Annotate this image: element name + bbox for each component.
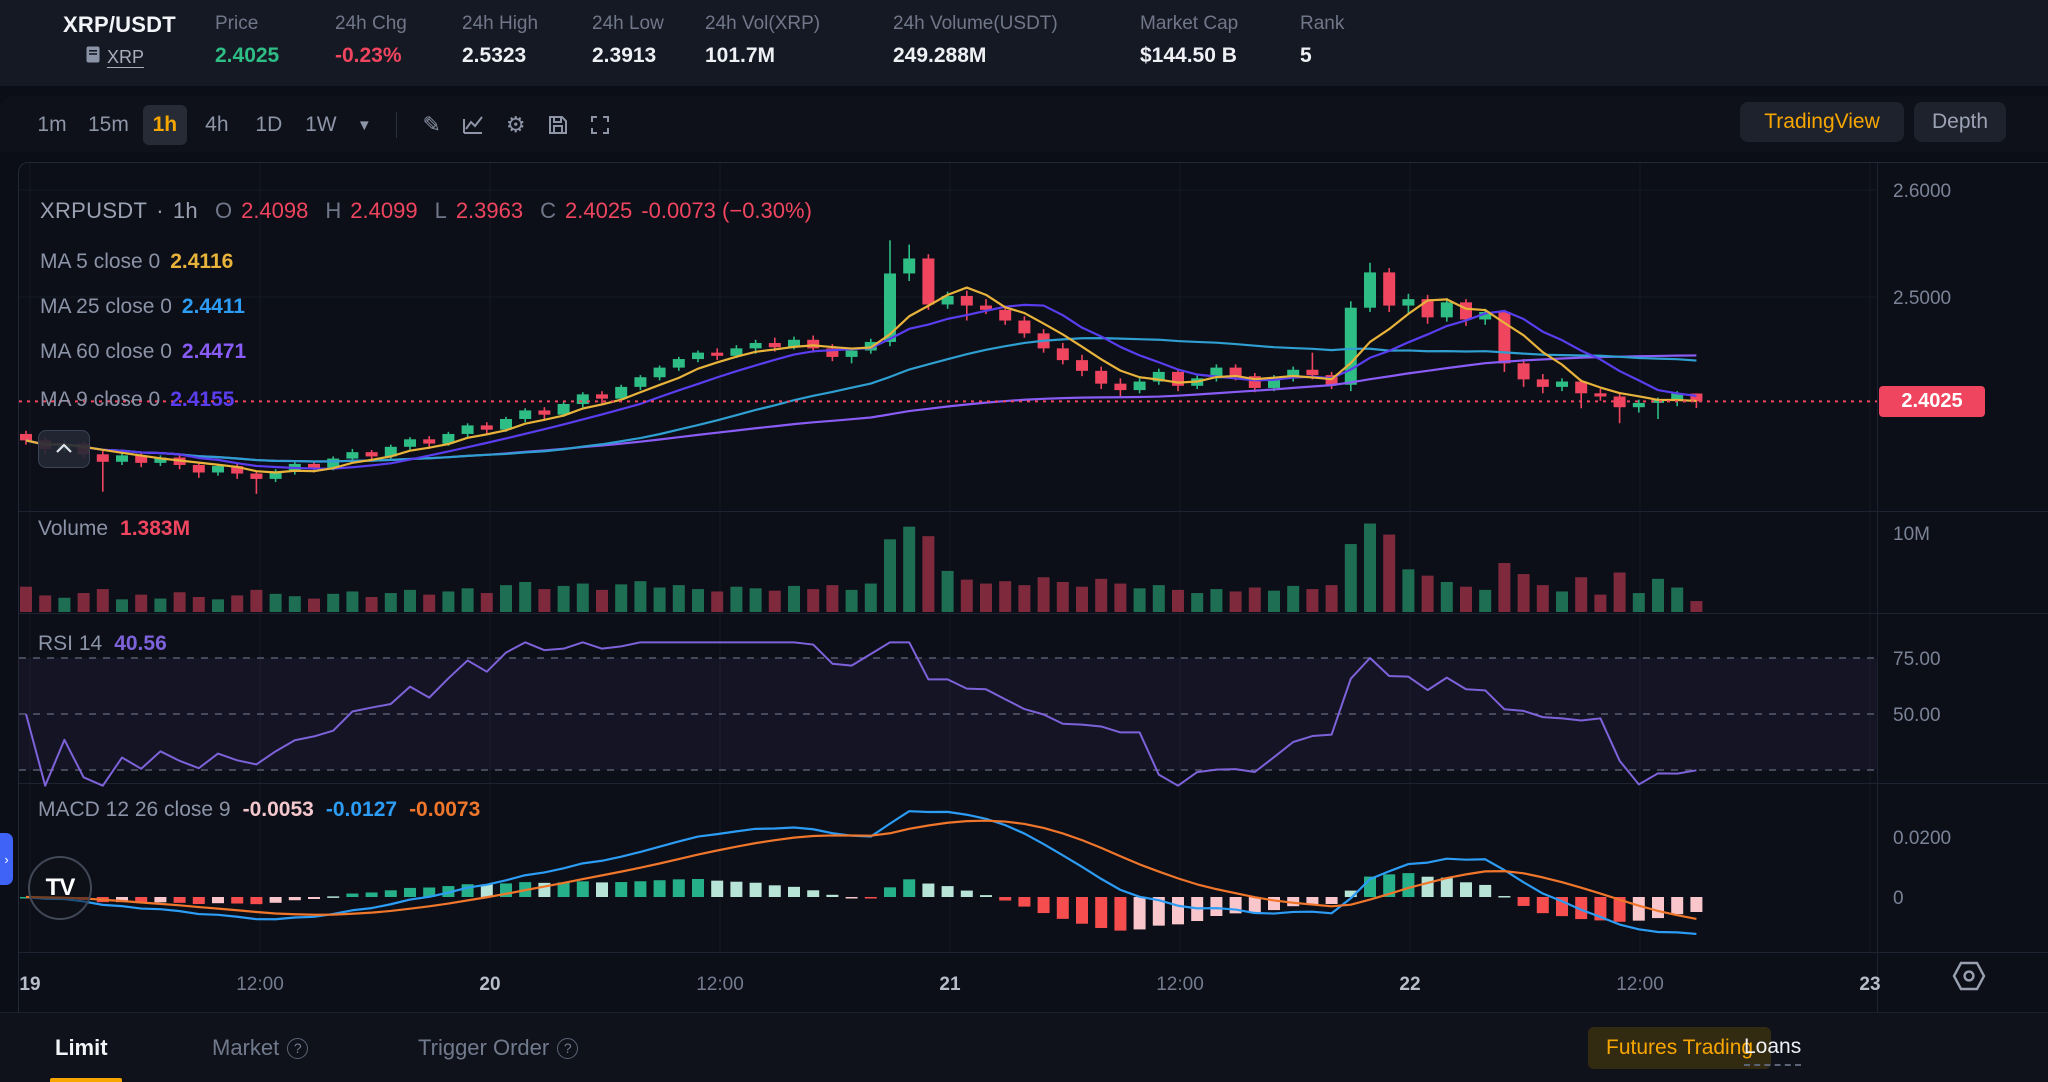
stat-label: 24h Chg: [335, 13, 407, 34]
last-price-badge: 2.4025: [1879, 386, 1985, 417]
active-tab-indicator: [50, 1078, 122, 1082]
timeframe-1d[interactable]: 1D: [255, 113, 283, 136]
stat-24h-high: 24h High 2.5323: [462, 13, 538, 68]
stat-value: 249.288M: [893, 44, 987, 67]
stat-label: 24h Volume(USDT): [893, 13, 1058, 34]
change-value: -0.0073 (−0.30%): [641, 198, 812, 223]
stat-value: 101.7M: [705, 44, 776, 67]
tradingview-button[interactable]: TradingView: [1740, 102, 1904, 142]
help-icon[interactable]: ?: [287, 1037, 309, 1059]
chart-interval: 1h: [172, 198, 198, 223]
stat-value: $144.50 B: [1140, 44, 1237, 67]
order-type-bar: Limit Market? Trigger Order? Futures Tra…: [0, 1012, 2048, 1082]
loans-link[interactable]: Loans: [1744, 1035, 1802, 1066]
stat-label: 24h Low: [592, 13, 664, 34]
collapse-chart-button[interactable]: [38, 430, 90, 468]
stat-24h-vol-xrp: 24h Vol(XRP) 101.7M: [705, 13, 820, 68]
rsi-row: RSI 14 40.56: [38, 632, 167, 655]
toolbar-divider: [395, 112, 397, 138]
stat-24h-chg: 24h Chg -0.23%: [335, 13, 407, 68]
stat-value: 5: [1300, 44, 1312, 67]
document-icon: [85, 45, 101, 69]
indicator-icon[interactable]: [457, 108, 491, 142]
stat-rank: Rank 5: [1300, 13, 1344, 68]
stat-label: 24h Vol(XRP): [705, 13, 821, 34]
fullscreen-icon[interactable]: [583, 108, 617, 142]
stat-value: 2.3913: [592, 44, 657, 67]
chevron-down-icon[interactable]: ▼: [356, 116, 372, 134]
stat-value: 2.4025: [215, 44, 280, 67]
tab-trigger-order[interactable]: Trigger Order?: [418, 1035, 579, 1061]
expand-sidebar-tab[interactable]: ›: [0, 833, 13, 885]
symbol-block: XRP/USDT XRP: [63, 12, 176, 69]
coin-info-link[interactable]: XRP: [107, 46, 145, 67]
chevron-right-icon: ›: [4, 851, 9, 867]
tab-limit[interactable]: Limit: [55, 1035, 108, 1060]
stat-value: 2.5323: [462, 44, 527, 67]
volume-row: Volume 1.383M: [38, 517, 191, 540]
save-icon[interactable]: [541, 108, 575, 142]
high-value: 2.4099: [350, 198, 418, 223]
ma5-row: MA 5 close 0 2.4116: [40, 250, 234, 273]
depth-button[interactable]: Depth: [1914, 102, 2006, 142]
stat-24h-low: 24h Low 2.3913: [592, 13, 664, 68]
chart-toolbar: 1m 15m 1h 4h 1D 1W ▼ ✎ ⚙ TradingView Dep…: [0, 96, 2048, 152]
tab-market[interactable]: Market?: [212, 1035, 309, 1061]
timeframe-15m[interactable]: 15m: [88, 113, 129, 136]
ma25-row: MA 25 close 0 2.4411: [40, 295, 245, 318]
close-value: 2.4025: [565, 198, 633, 223]
stat-label: 24h High: [462, 13, 539, 34]
ma60-row: MA 60 close 0 2.4471: [40, 340, 247, 363]
stat-label: Rank: [1300, 13, 1345, 34]
pair-title: XRP/USDT: [63, 12, 176, 37]
market-header: XRP/USDT XRP Price 2.4025 24h Chg -0.23%…: [0, 0, 2048, 86]
macd-row: MACD 12 26 close 9 -0.0053 -0.0127 -0.0073: [38, 798, 481, 821]
chart-settings-icon[interactable]: [1950, 958, 1988, 994]
stat-label: Price: [215, 13, 259, 34]
gear-icon[interactable]: ⚙: [505, 112, 526, 137]
ohlc-readout: XRPUSDT · 1h O 2.4098 H 2.4099 L 2.3963 C 2.…: [40, 198, 812, 223]
futures-trading-button[interactable]: Futures Trading: [1588, 1027, 1772, 1069]
timeframe-4h[interactable]: 4h: [205, 113, 229, 136]
tradingview-watermark: TV: [28, 856, 92, 920]
chart-symbol: XRPUSDT: [40, 198, 148, 223]
stat-price: Price 2.4025: [215, 13, 279, 68]
chevron-up-icon: [56, 440, 72, 458]
low-value: 2.3963: [455, 198, 524, 223]
timeframe-1h[interactable]: 1h: [142, 105, 187, 145]
ma9-row: MA 9 close 0 2.4155: [40, 388, 235, 411]
stat-market-cap: Market Cap $144.50 B: [1140, 13, 1238, 68]
draw-tool-icon[interactable]: ✎: [422, 112, 441, 137]
timeframe-1m[interactable]: 1m: [37, 113, 67, 136]
stat-24h-vol-usdt: 24h Volume(USDT) 249.288M: [893, 13, 1058, 68]
timeframe-1w[interactable]: 1W: [305, 113, 337, 136]
open-value: 2.4098: [241, 198, 309, 223]
chart-panel: [18, 162, 2048, 1012]
stat-value: -0.23%: [335, 44, 402, 67]
stat-label: Market Cap: [1140, 13, 1239, 34]
help-icon[interactable]: ?: [557, 1037, 579, 1059]
